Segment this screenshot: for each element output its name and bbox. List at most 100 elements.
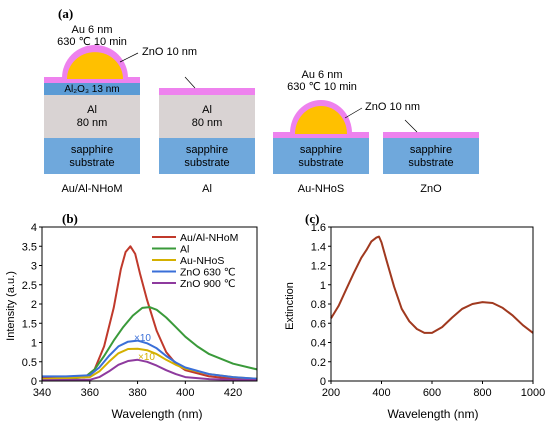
panel-b-label: (b) [62, 211, 78, 226]
substrate-label-2: substrate [408, 157, 453, 169]
al-thickness-label: 80 nm [77, 117, 108, 129]
substrate-layer [44, 138, 140, 174]
au-particle [295, 106, 347, 134]
zno-layer [159, 88, 255, 95]
x-tick-label: 420 [224, 387, 242, 399]
zno-pointer [404, 119, 418, 133]
structure-zno: sapphire substrate ZnO [383, 119, 479, 195]
legend-entry: Al [180, 244, 189, 256]
y-axis-label: Intensity (a.u.) [5, 271, 17, 341]
substrate-label-2: substrate [69, 157, 114, 169]
chart-emission-spectra: (b) Intensity (a.u.) Wavelength (nm) 340… [5, 211, 258, 421]
annotation-x10-yellow: ×10 [138, 352, 155, 363]
zno-label: ZnO 10 nm [142, 46, 197, 58]
panel-a-label: (a) [58, 6, 73, 21]
y-tick-label: 2 [31, 299, 37, 311]
structure-al: Al 80 nm sapphire substrate Al [159, 76, 255, 195]
y-tick-label: 0.6 [311, 318, 326, 330]
al-label: Al [87, 104, 97, 116]
au-label: Au 6 nm [302, 69, 343, 81]
anneal-label: 630 ℃ 10 min [57, 36, 127, 48]
x-axis-label: Wavelength (nm) [388, 407, 479, 421]
x-tick-label: 800 [473, 387, 491, 399]
y-tick-label: 1.6 [311, 222, 326, 234]
substrate-layer [383, 138, 479, 174]
y-tick-label: 2.5 [22, 280, 37, 292]
substrate-label: sapphire [410, 144, 452, 156]
zno-layer [273, 132, 369, 138]
annotation-x10-blue: ×10 [134, 333, 151, 344]
series-group [330, 235, 534, 334]
legend-entry: Au/Al-NHoM [180, 232, 238, 244]
substrate-layer [273, 138, 369, 174]
zno-pointer [184, 76, 196, 89]
series-line-4 [41, 358, 258, 382]
anneal-label: 630 ℃ 10 min [287, 81, 357, 93]
y-tick-label: 4 [31, 222, 37, 234]
al-layer [44, 95, 140, 138]
au-particle [67, 52, 123, 79]
y-tick-label: 1.4 [311, 241, 326, 253]
y-tick-label: 1.2 [311, 261, 326, 273]
y-tick-label: 1 [320, 280, 326, 292]
zno-layer [44, 77, 140, 83]
legend-entry: ZnO 630 ℃ [180, 267, 236, 279]
al-label: Al [202, 104, 212, 116]
x-tick-label: 200 [322, 387, 340, 399]
x-axis-label: Wavelength (nm) [112, 407, 203, 421]
al2o3-label: Al₂O₃ 13 nm [64, 84, 119, 95]
panel-c-label: (c) [305, 211, 319, 226]
y-tick-label: 0.5 [22, 357, 37, 369]
axis-ticks: 340 360 380 400 420 0 0.5 1 1.5 2 2.5 3 3.5 4 [22, 222, 243, 399]
al-thickness-label: 80 nm [192, 117, 223, 129]
y-tick-label: 3.5 [22, 241, 37, 253]
zno-label: ZnO 10 nm [365, 101, 420, 113]
x-tick-label: 400 [176, 387, 194, 399]
axis-ticks: 200 400 600 800 1000 0 0.2 0.4 0.6 0.8 1 1.2 1.4 1.6 [311, 222, 546, 399]
plot-frame [41, 226, 258, 382]
structure-name: ZnO [420, 183, 442, 195]
structure-au-al-nhom: Au 6 nm 630 ℃ 10 min ZnO 10 nm Al₂O₃ 13 … [44, 24, 197, 195]
series-line-0 [330, 235, 534, 334]
x-tick-label: 340 [33, 387, 51, 399]
y-tick-label: 1 [31, 338, 37, 350]
y-tick-label: 3 [31, 261, 37, 273]
x-tick-label: 1000 [521, 387, 545, 399]
series-group [41, 245, 258, 382]
substrate-label: sapphire [300, 144, 342, 156]
substrate-label-2: substrate [184, 157, 229, 169]
y-tick-label: 0 [31, 376, 37, 388]
au-label: Au 6 nm [72, 24, 113, 36]
substrate-layer [159, 138, 255, 174]
y-tick-label: 0 [320, 376, 326, 388]
series-line-3 [42, 339, 258, 380]
x-tick-label: 400 [372, 387, 390, 399]
structure-name: Au-NHoS [298, 183, 344, 195]
substrate-label: sapphire [186, 144, 228, 156]
structure-au-nhos: Au 6 nm 630 ℃ 10 min ZnO 10 nm sapphire … [273, 69, 420, 195]
y-tick-label: 1.5 [22, 318, 37, 330]
y-tick-label: 0.2 [311, 357, 326, 369]
structure-name: Au/Al-NHoM [61, 183, 122, 195]
zno-pointer [119, 52, 139, 63]
x-tick-label: 380 [128, 387, 146, 399]
plot-frame [330, 226, 534, 382]
y-tick-label: 0.4 [311, 338, 326, 350]
structure-name: Al [202, 183, 212, 195]
series-line-1 [41, 306, 258, 381]
al2o3-layer [44, 83, 140, 95]
legend-entry: Au-NHoS [180, 255, 224, 267]
y-axis-label: Extinction [284, 282, 296, 330]
x-tick-label: 600 [423, 387, 441, 399]
legend-entry: ZnO 900 ℃ [180, 278, 236, 290]
al-layer [159, 95, 255, 138]
substrate-label-2: substrate [298, 157, 343, 169]
zno-layer [383, 132, 479, 138]
y-tick-label: 0.8 [311, 299, 326, 311]
x-tick-label: 360 [81, 387, 99, 399]
zno-pointer [344, 107, 363, 119]
chart-extinction-spectrum: (c) Extinction Wavelength (nm) 200 400 600… [284, 211, 545, 421]
substrate-label: sapphire [71, 144, 113, 156]
